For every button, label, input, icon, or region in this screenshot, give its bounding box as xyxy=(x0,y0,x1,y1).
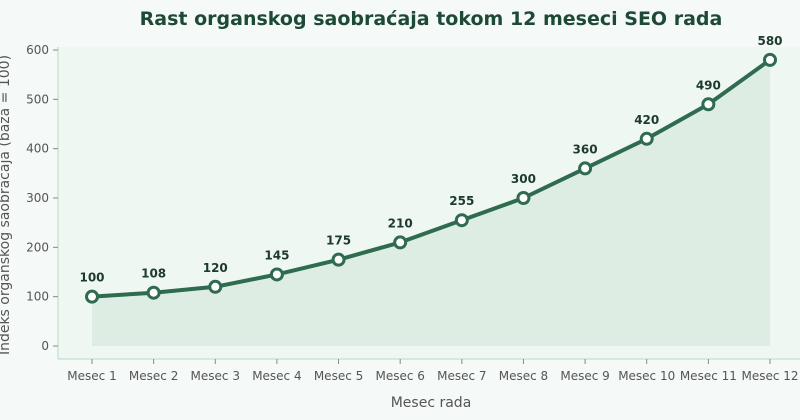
x-tick-label: Mesec 10 xyxy=(618,369,675,383)
data-point xyxy=(208,279,223,294)
data-point xyxy=(331,252,346,267)
y-axis-label: Indeks organskog saobraćaja (baza = 100) xyxy=(0,55,13,355)
x-tick-label: Mesec 3 xyxy=(191,369,240,383)
data-point xyxy=(146,285,161,300)
x-tick-label: Mesec 5 xyxy=(314,369,363,383)
data-label: 360 xyxy=(573,142,598,156)
data-label: 580 xyxy=(757,34,782,48)
x-tick-label: Mesec 1 xyxy=(67,369,116,383)
data-label: 108 xyxy=(141,267,166,281)
data-label: 120 xyxy=(203,261,228,275)
data-point xyxy=(393,235,408,250)
area-fill xyxy=(92,59,770,346)
y-tick-label: 200 xyxy=(26,240,49,254)
data-label: 255 xyxy=(449,194,474,208)
x-tick-label: Mesec 2 xyxy=(129,369,178,383)
x-tick-label: Mesec 6 xyxy=(375,369,424,383)
data-point xyxy=(516,191,531,205)
series-line xyxy=(90,57,772,299)
data-point xyxy=(85,289,99,304)
data-label: 100 xyxy=(79,271,104,285)
data-label: 420 xyxy=(634,113,659,127)
x-tick-label: Mesec 11 xyxy=(680,369,737,383)
data-label: 490 xyxy=(696,78,721,92)
y-tick-label: 600 xyxy=(26,43,49,57)
y-tick-label: 500 xyxy=(26,92,49,106)
x-tick-label: Mesec 9 xyxy=(560,369,609,383)
x-axis-label: Mesec rada xyxy=(391,395,472,411)
x-tick-label: Mesec 8 xyxy=(499,369,548,383)
data-label: 300 xyxy=(511,172,536,186)
data-point xyxy=(269,267,284,282)
line-layer xyxy=(90,57,772,299)
data-point xyxy=(578,161,593,176)
data-point xyxy=(763,52,777,67)
data-point xyxy=(701,97,716,112)
data-label: 210 xyxy=(388,216,413,230)
y-tick-label: 0 xyxy=(41,339,49,353)
y-tick-label: 300 xyxy=(26,191,49,205)
data-point xyxy=(639,131,654,146)
axes: 0 100 200 300 400 500 600 Mesec 1 Mesec 2 Mesec 3… xyxy=(26,43,800,383)
data-point xyxy=(454,213,469,228)
y-tick-label: 400 xyxy=(26,142,49,156)
points-layer xyxy=(85,52,777,304)
data-labels-layer: 100 108 120 145 175 210 255 300 360 420 490 580 xyxy=(79,34,782,285)
x-tick-label: Mesec 4 xyxy=(252,369,301,383)
area-layer xyxy=(92,59,770,346)
chart-title: Rast organskog saobraćaja tokom 12 mesec… xyxy=(140,8,723,30)
y-tick-label: 100 xyxy=(26,290,49,304)
x-tick-label: Mesec 7 xyxy=(437,369,486,383)
x-tick-label: Mesec 12 xyxy=(741,369,798,383)
data-label: 145 xyxy=(264,248,289,262)
data-label: 175 xyxy=(326,234,351,248)
